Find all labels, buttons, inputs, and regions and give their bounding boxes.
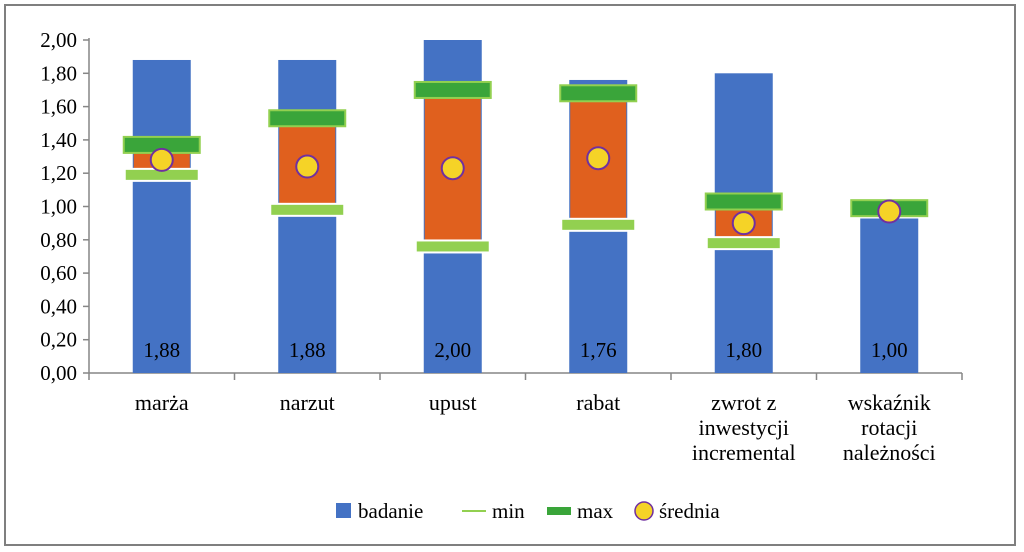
data-label: 2,00 [434,338,471,362]
y-tick-label: 0,80 [40,228,77,252]
marker-max [559,84,638,103]
marker-srednia [731,211,756,236]
chart-svg: 0,00 0,20 0,40 0,60 0,80 1,00 1,20 1,40 1,60 1,80… [40,28,963,523]
y-tick-label: 0,40 [40,294,77,318]
y-tick-label: 2,00 [40,28,77,52]
category-label: rabat [576,390,620,415]
y-tick-label: 1,80 [40,61,77,85]
data-label: 1,88 [289,338,326,362]
bar-badanie [132,59,191,373]
legend-label-max: max [577,499,614,523]
marker-srednia [586,146,611,171]
marker-srednia [295,154,320,179]
marker-min [269,202,346,217]
y-tick-label: 1,20 [40,161,77,185]
category-label: upust [429,390,477,415]
legend-label-badanie: badanie [358,499,423,523]
category-label: marża [135,390,189,415]
category-label: narzut [280,390,335,415]
marker-min [560,217,637,232]
marker-min [705,236,782,251]
chart-frame: 0,00 0,20 0,40 0,60 0,80 1,00 1,20 1,40 1,60 1,80… [4,4,1016,546]
data-label: 1,00 [871,338,908,362]
category-label: wskaźnik [848,390,931,415]
data-label: 1,88 [143,338,180,362]
marker-srednia [440,156,465,181]
marker-min [414,239,491,254]
category-label: należności [843,440,936,465]
y-tick-label: 1,60 [40,95,77,119]
marker-srednia [149,147,174,172]
marker-max [413,80,492,99]
legend-swatch-srednia [634,501,654,521]
legend-label-min: min [492,499,525,523]
data-label: 1,80 [725,338,762,362]
y-tick-label: 1,40 [40,128,77,152]
y-tick-label: 0,60 [40,261,77,285]
y-tick-label: 1,00 [40,195,77,219]
bar-badanie [860,206,919,373]
category-label: zwrot z [711,390,777,415]
legend-swatch-max [547,507,571,515]
y-tick-label: 0,20 [40,328,77,352]
category-label: inwestycji [699,415,789,440]
y-tick-label: 0,00 [40,361,77,385]
category-label: incremental [692,440,796,465]
legend-swatch-badanie [336,503,351,518]
category-label: rotacji [861,415,917,440]
marker-srednia [877,199,902,224]
legend-label-srednia: średnia [659,499,720,523]
marker-max [704,192,783,211]
marker-max [268,109,347,128]
data-label: 1,76 [580,338,617,362]
